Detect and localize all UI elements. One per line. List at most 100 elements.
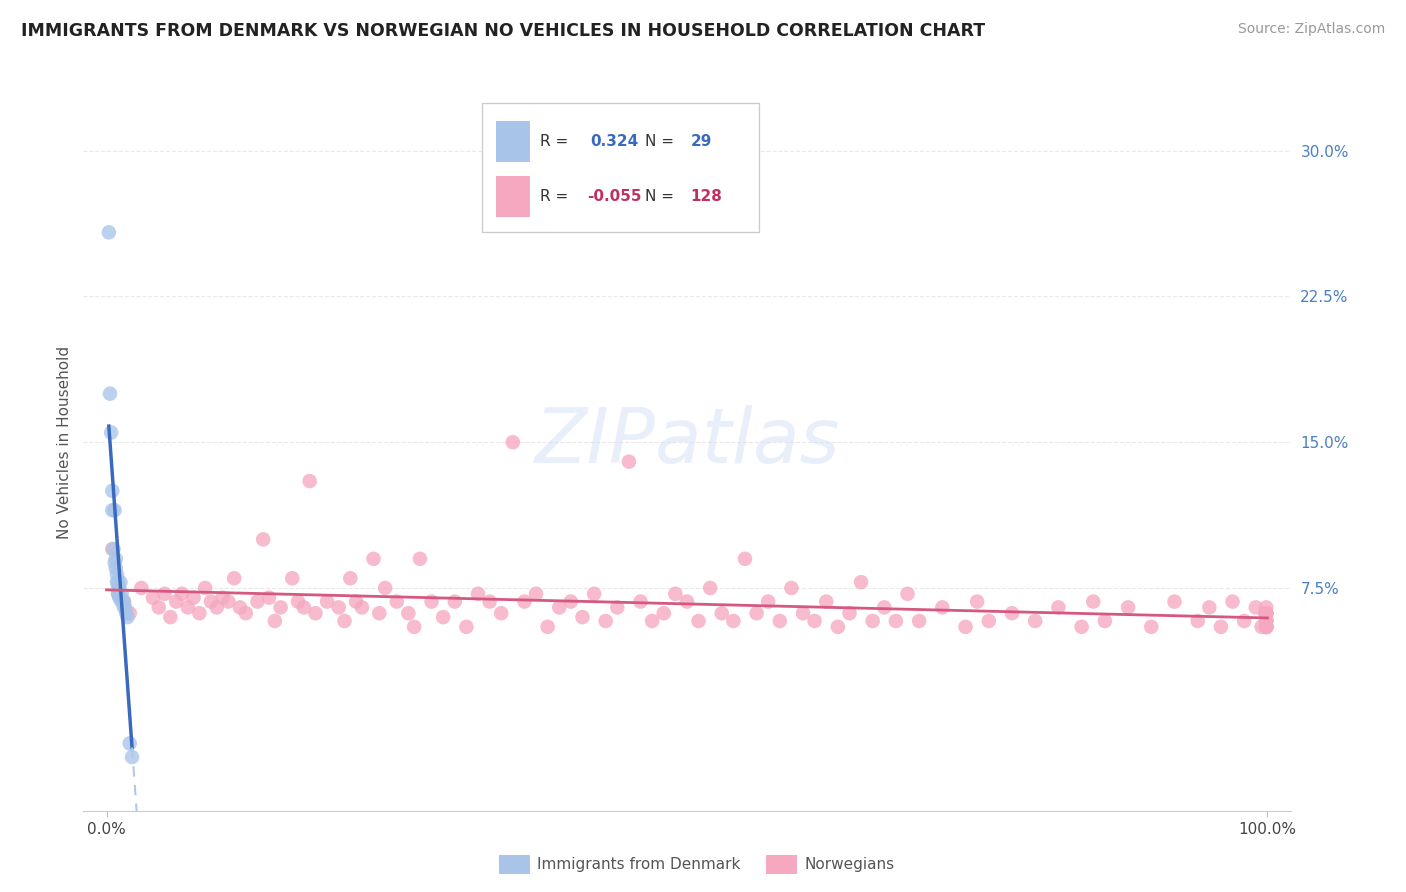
Point bbox=[105, 567, 128, 582]
Point bbox=[827, 620, 849, 634]
Point bbox=[432, 610, 454, 624]
Point bbox=[200, 594, 222, 608]
Point bbox=[112, 600, 135, 615]
Point bbox=[1256, 606, 1278, 620]
Point bbox=[396, 606, 419, 620]
Point bbox=[862, 614, 884, 628]
Point bbox=[524, 587, 547, 601]
Point bbox=[165, 594, 187, 608]
FancyBboxPatch shape bbox=[482, 103, 759, 232]
Text: 29: 29 bbox=[690, 134, 711, 149]
Point bbox=[1256, 620, 1278, 634]
Point bbox=[502, 435, 524, 450]
Point bbox=[723, 614, 745, 628]
Point bbox=[281, 571, 304, 585]
Point bbox=[107, 587, 129, 601]
Text: N =: N = bbox=[645, 189, 673, 203]
Point bbox=[676, 594, 699, 608]
Point bbox=[756, 594, 779, 608]
Point bbox=[252, 533, 274, 547]
Point bbox=[1163, 594, 1185, 608]
Point bbox=[884, 614, 907, 628]
Point bbox=[571, 610, 593, 624]
Point bbox=[467, 587, 489, 601]
Point bbox=[1140, 620, 1163, 634]
Text: Source: ZipAtlas.com: Source: ZipAtlas.com bbox=[1237, 22, 1385, 37]
Point bbox=[115, 606, 138, 620]
Point bbox=[287, 594, 309, 608]
Point bbox=[955, 620, 977, 634]
Text: Norwegians: Norwegians bbox=[804, 857, 894, 871]
Point bbox=[131, 581, 153, 595]
Text: 0.324: 0.324 bbox=[591, 134, 638, 149]
Point bbox=[1256, 606, 1278, 620]
Point bbox=[688, 614, 710, 628]
Point bbox=[98, 386, 121, 401]
Point bbox=[1256, 620, 1278, 634]
Point bbox=[235, 606, 257, 620]
Point bbox=[1116, 600, 1139, 615]
Point bbox=[1254, 606, 1277, 620]
Point bbox=[114, 600, 136, 615]
Y-axis label: No Vehicles in Household: No Vehicles in Household bbox=[58, 345, 72, 539]
Point bbox=[183, 591, 205, 605]
Text: N =: N = bbox=[645, 134, 673, 149]
Point bbox=[100, 425, 122, 440]
Point bbox=[211, 591, 233, 605]
Point bbox=[224, 571, 246, 585]
Point bbox=[1094, 614, 1116, 628]
Point bbox=[110, 587, 132, 601]
FancyBboxPatch shape bbox=[496, 177, 530, 217]
Point bbox=[1256, 620, 1278, 634]
Point bbox=[121, 750, 143, 764]
Point bbox=[977, 614, 1000, 628]
Point bbox=[792, 606, 814, 620]
Point bbox=[97, 225, 120, 239]
Point bbox=[118, 606, 141, 620]
Point bbox=[1187, 614, 1209, 628]
Point bbox=[1256, 614, 1278, 628]
Point bbox=[111, 594, 134, 608]
Point bbox=[110, 575, 132, 590]
Point bbox=[513, 594, 536, 608]
Point bbox=[780, 581, 803, 595]
Point bbox=[420, 594, 443, 608]
Text: R =: R = bbox=[540, 189, 568, 203]
Text: Immigrants from Denmark: Immigrants from Denmark bbox=[537, 857, 741, 871]
Point bbox=[217, 594, 239, 608]
Point bbox=[849, 575, 872, 590]
Point bbox=[966, 594, 988, 608]
Point bbox=[1083, 594, 1105, 608]
Point bbox=[104, 556, 127, 570]
Point bbox=[177, 600, 200, 615]
Point bbox=[257, 591, 280, 605]
Point bbox=[1024, 614, 1046, 628]
Point bbox=[1250, 620, 1272, 634]
Point bbox=[560, 594, 582, 608]
Point bbox=[664, 587, 686, 601]
Point bbox=[1256, 620, 1278, 634]
Point bbox=[363, 551, 385, 566]
Point bbox=[595, 614, 617, 628]
Point bbox=[344, 594, 367, 608]
Point bbox=[1256, 614, 1278, 628]
Point bbox=[1244, 600, 1267, 615]
Point bbox=[1198, 600, 1220, 615]
Point bbox=[478, 594, 501, 608]
Point bbox=[107, 575, 129, 590]
Point bbox=[1001, 606, 1024, 620]
Point bbox=[1233, 614, 1256, 628]
Point bbox=[710, 606, 733, 620]
Point bbox=[153, 587, 176, 601]
Point bbox=[108, 581, 131, 595]
Text: -0.055: -0.055 bbox=[586, 189, 641, 203]
Point bbox=[110, 591, 132, 605]
Point bbox=[699, 581, 721, 595]
Point bbox=[803, 614, 825, 628]
Point bbox=[246, 594, 269, 608]
Point bbox=[404, 620, 426, 634]
Point bbox=[1256, 614, 1278, 628]
Point bbox=[107, 581, 129, 595]
Point bbox=[641, 614, 664, 628]
Point bbox=[734, 551, 756, 566]
